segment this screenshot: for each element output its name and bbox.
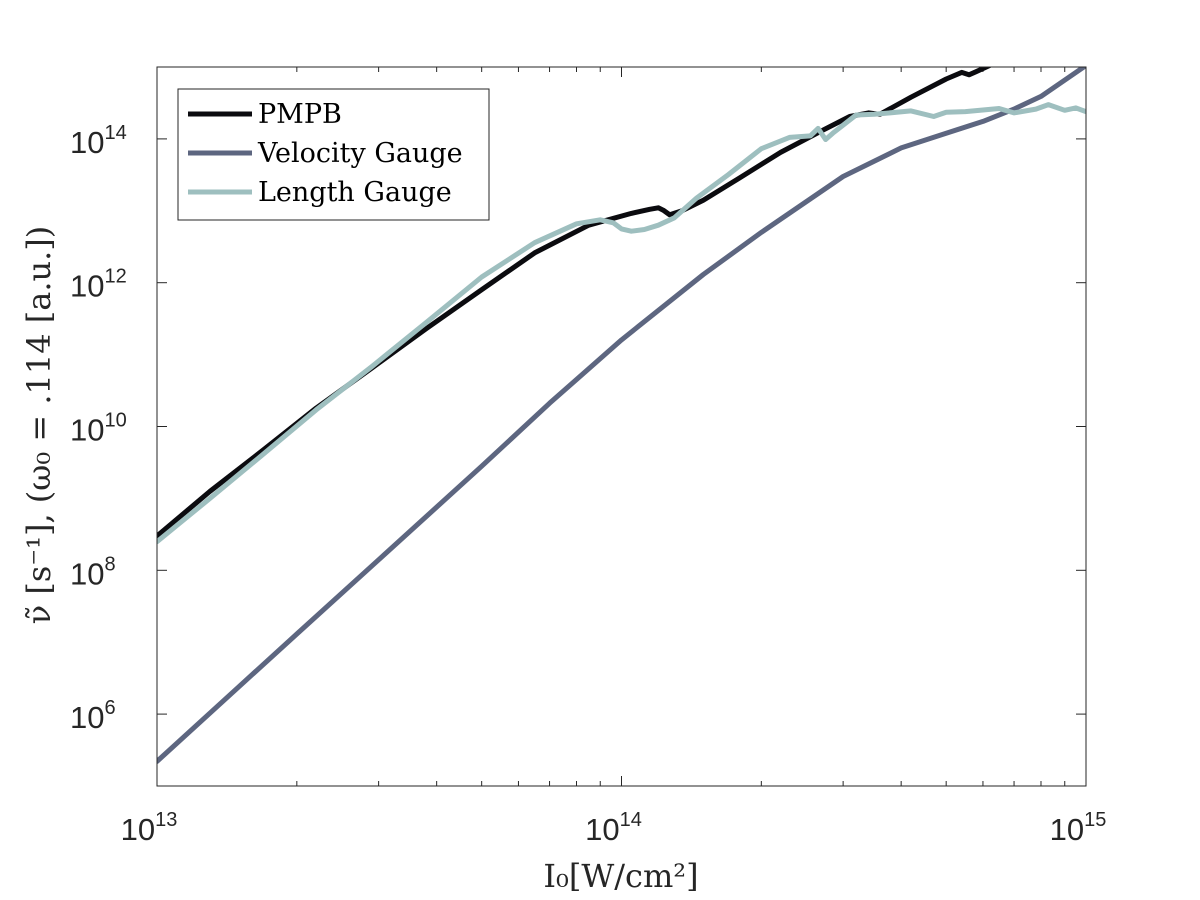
series-line-pmpb	[157, 67, 992, 539]
legend-entry: Length Gauge	[258, 177, 452, 208]
x-tick-label: 1013	[121, 809, 178, 847]
x-tick-label: 1015	[1050, 809, 1107, 847]
x-axis-label: I₀[W/cm²]	[543, 857, 698, 895]
y-tick-label: 108	[70, 553, 116, 591]
y-tick-label: 1010	[70, 410, 127, 448]
series-line-length-gauge	[157, 102, 1086, 545]
series-line-velocity-gauge	[157, 67, 1086, 764]
series-layer	[157, 67, 1086, 764]
legend-entry: Velocity Gauge	[257, 138, 463, 169]
tick-labels-layer: 1013 1014 1015 106 108 1010 1012 1014	[70, 122, 1106, 847]
y-tick-label: 1012	[70, 266, 127, 304]
y-tick-label: 106	[70, 697, 116, 735]
x-tick-label: 1014	[585, 809, 642, 847]
y-tick-label: 1014	[70, 122, 127, 160]
legend: PMPB Velocity Gauge Length Gauge	[177, 88, 490, 221]
y-axis-label: ν̃ [s⁻¹], (ω₀ = .114 [a.u.])	[20, 226, 58, 625]
legend-entry: PMPB	[258, 99, 342, 130]
plot-area-frame	[156, 66, 1087, 787]
